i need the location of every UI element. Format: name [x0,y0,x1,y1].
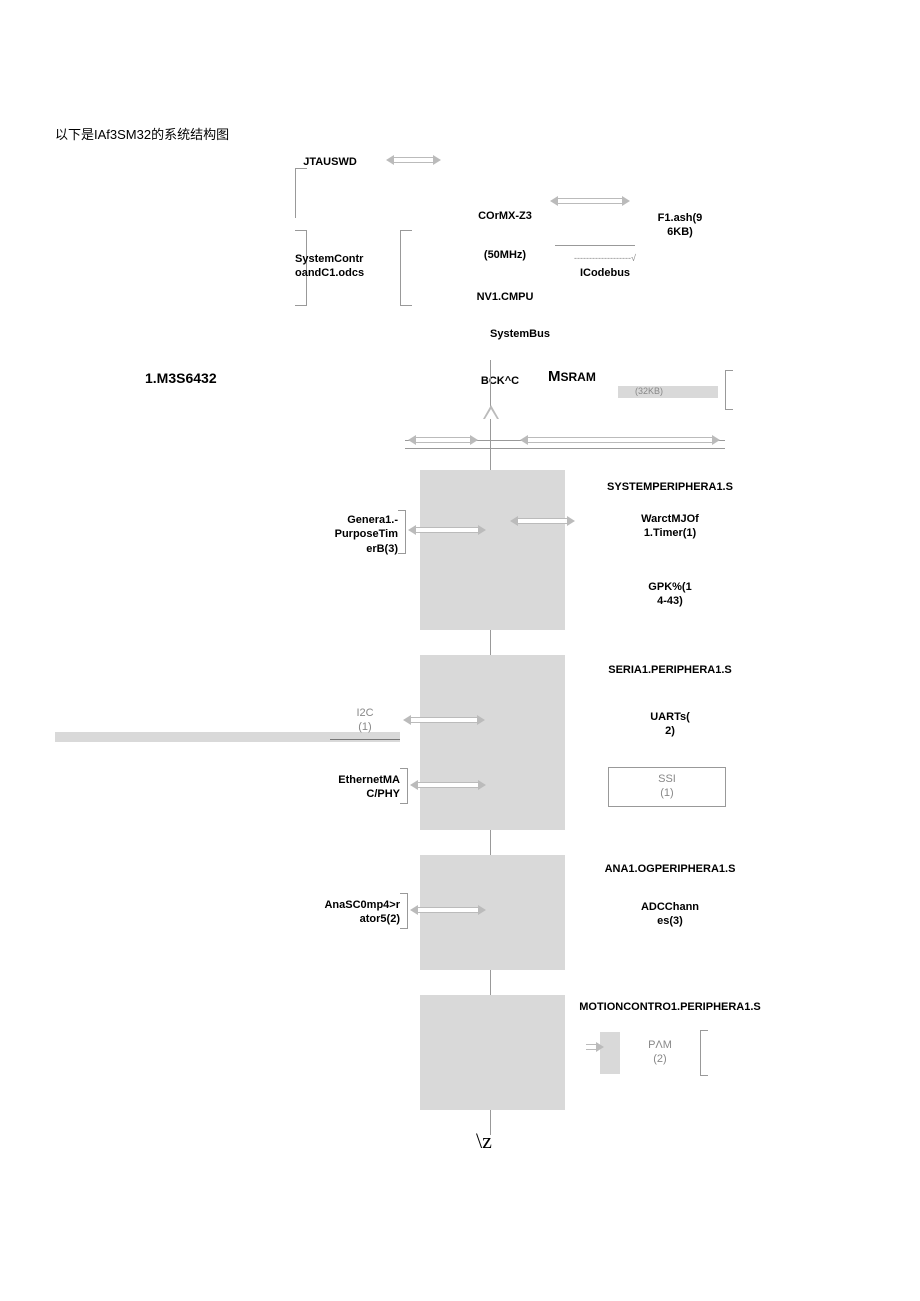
gpio-l1: GPK%(1 [648,581,691,593]
jtag-bracket [295,168,307,218]
jtag-arrow [386,155,441,165]
cortex-label: COrMX-Z3 [460,209,550,223]
acomp-arrow [410,905,486,915]
sram-prefix: M [548,368,561,385]
acomp-bracket [400,893,408,929]
eth-arrow [410,780,486,790]
sysbus-label: SystemBus [460,327,580,341]
flash-l1: F1.ash(9 [658,212,703,224]
gptimer-l3: erB(3) [366,543,398,555]
acomp-l1: AnaSC0mp4>r [324,899,400,911]
rail-arrow-r [520,435,720,445]
pwm-l2: (2) [653,1053,666,1065]
pwm-arrow [586,1042,604,1052]
sram-bracket [725,370,733,410]
i2c-arrow [403,715,485,725]
sysctrl-label: SystemContr oandC1.odcs [295,252,395,281]
pwm-bracket [700,1030,708,1076]
cortex-flash-arrow [550,196,630,206]
wdt-arrow [510,516,575,526]
flash-label: F1.ash(9 6KB) [640,211,720,240]
rail2 [405,448,725,449]
sram-note: (32KB) [635,386,663,398]
eth-l1: EthernetMA [338,774,400,786]
adc-l1: ADCChann [641,901,699,913]
uart-l1: UARTs( [650,711,690,723]
ssi-l2: (1) [660,787,673,799]
gptimer-l1: Genera1.- [347,514,398,526]
eth-label: EthernetMA C/PHY [310,773,400,802]
uart-l2: 2) [665,725,675,737]
i2c-l2: (1) [358,721,371,733]
gpio-l2: 4-43) [657,595,683,607]
pwm-l1: PΛM [648,1039,672,1051]
icode-label: ICodebus [560,266,650,280]
acomp-l2: ator5(2) [360,913,400,925]
flash-l2: 6KB) [667,226,693,238]
wdt-l1: WarctMJOf [641,513,699,525]
sysperiph-header: SYSTEMPERIPHERA1.S [570,480,770,494]
gptimer-label: Genera1.- PurposeTim erB(3) [308,513,398,556]
adc-l2: es(3) [657,915,683,927]
gptimer-l2: PurposeTim [335,528,398,540]
icode-dash-top [555,245,635,246]
analog-header: ANA1.OGPERIPHERA1.S [560,862,780,876]
section-heading: 1.M3S6432 [145,370,217,386]
wdt-label: WarctMJOf 1.Timer(1) [610,512,730,541]
bottom-glyph: \z [476,1128,492,1154]
sram-suffix: SRAM [561,370,596,384]
eth-l2: C/PHY [366,788,400,800]
rail-arrow-l [408,435,478,445]
sysctrl-l1: SystemContr [295,253,363,265]
eth-bracket [400,768,408,804]
adc-label: ADCChann es(3) [610,900,730,929]
gpio-label: GPK%(1 4-43) [610,580,730,609]
gptimer-arrow [408,525,486,535]
ssi-label: SSI (1) [608,772,726,801]
ssi-l1: SSI [658,773,676,785]
wdt-l2: 1.Timer(1) [644,527,696,539]
nvic-label: NV1.CMPU [460,290,550,304]
serial-gray [420,655,565,830]
pwm-gray [600,1032,620,1074]
uart-label: UARTs( 2) [610,710,730,739]
i2c-label: I2C (1) [340,706,390,735]
sysctrl-bracket-r [400,230,412,306]
gptimer-bracket [398,510,406,554]
pwm-label: PΛM (2) [630,1038,690,1067]
acomp-label: AnaSC0mp4>r ator5(2) [300,898,400,927]
page-title: 以下是IAf3SM32的系统结构图 [55,124,229,143]
icode-dashline: -------------------√ [560,253,650,265]
sram-gray [618,386,718,398]
freq-label: (50MHz) [460,248,550,262]
i2c-l1: I2C [356,707,373,719]
serial-header: SERIA1.PERIPHERA1.S [570,663,770,677]
bckc-label: BCK^C [470,374,530,388]
sram-label: MSRAM [548,368,596,386]
bus-arrowhead-inner [485,409,497,419]
sysctrl-l2: oandC1.odcs [295,267,364,279]
sysperiph-gray [420,470,565,630]
motion-header: MOTIONCONTRO1.PERIPHERA1.S [540,1000,800,1014]
